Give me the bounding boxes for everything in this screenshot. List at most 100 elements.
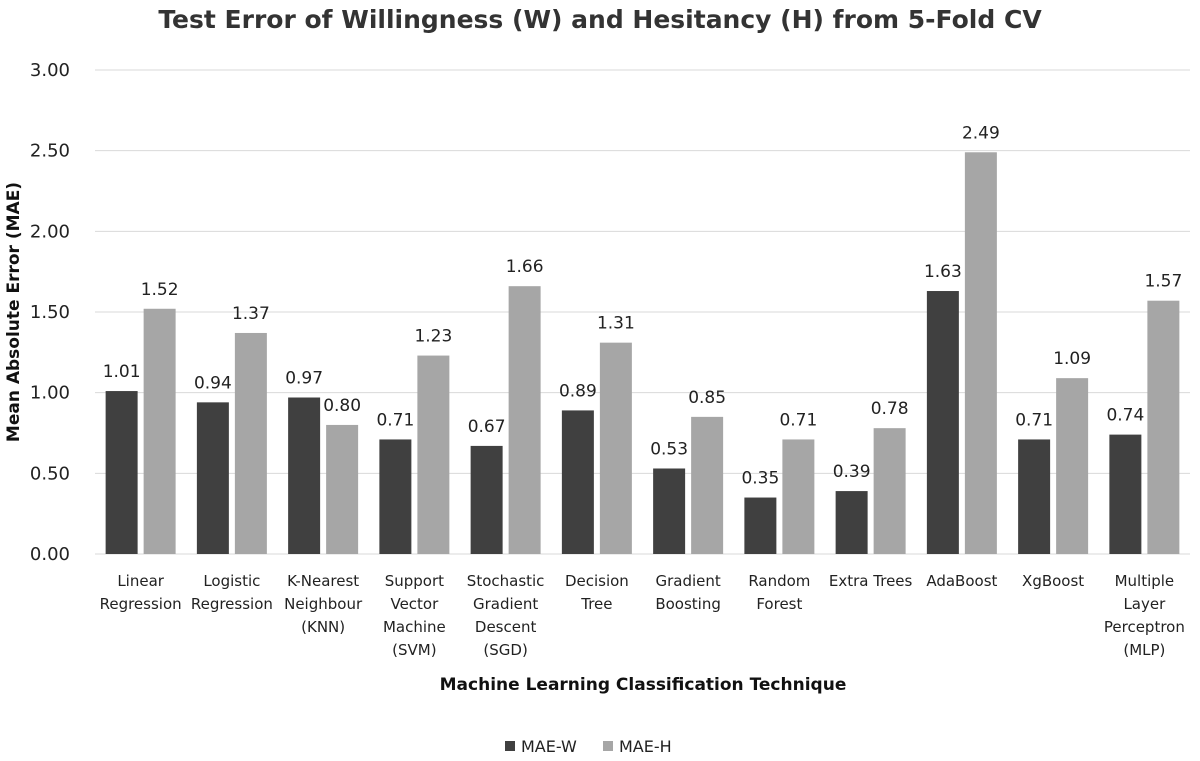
x-category-label-line: Multiple (1115, 572, 1175, 590)
x-category-label: Linear Regression (100, 572, 182, 613)
y-tick-label: 2.50 (30, 141, 70, 162)
x-category-label-line: Decision (565, 572, 629, 590)
y-tick-label: 0.50 (30, 463, 70, 484)
y-tick-label: 2.00 (30, 221, 70, 242)
x-category-label-line: (SGD) (483, 641, 527, 659)
x-category-label-line: AdaBoost (926, 572, 997, 590)
data-label-mae-h: 1.37 (232, 304, 270, 324)
x-category-label-line: Boosting (655, 595, 721, 613)
data-label-mae-w: 0.39 (833, 462, 871, 482)
x-category-label-line: K-Nearest (287, 572, 359, 590)
data-label-mae-h: 1.66 (506, 257, 544, 277)
data-label-mae-w: 0.53 (650, 439, 688, 459)
x-category-label: Logistic Regression (191, 572, 273, 613)
x-category-label-line: (KNN) (301, 618, 345, 636)
bar-mae-w (1109, 434, 1142, 554)
x-category-label-line: (SVM) (392, 641, 436, 659)
x-category-label: Gradient Boosting (655, 572, 721, 613)
x-category-label-line: Gradient (655, 572, 720, 590)
bar-mae-h (417, 355, 450, 554)
bar-mae-h (782, 439, 815, 554)
data-label-mae-w: 0.35 (741, 469, 779, 489)
y-tick-label: 0.00 (30, 544, 70, 565)
x-category-label-line: Regression (191, 595, 273, 613)
bar-mae-h (1147, 300, 1180, 554)
bar-mae-w (379, 439, 412, 554)
data-label-mae-w: 0.89 (559, 381, 597, 401)
x-category-label: Extra Trees (829, 572, 913, 590)
gridlines (95, 69, 1190, 555)
bar-mae-w (744, 497, 777, 554)
bars (105, 152, 1180, 554)
data-label-mae-h: 1.52 (141, 280, 179, 300)
bar-mae-h (1056, 378, 1089, 554)
bar-mae-h (964, 152, 997, 554)
data-label-mae-w: 0.74 (1106, 406, 1144, 426)
x-category-label-line: Stochastic (467, 572, 545, 590)
x-category-label-line: Vector (390, 595, 439, 613)
legend-swatch-mae-h (603, 741, 613, 751)
x-category-label-line: Layer (1123, 595, 1166, 613)
data-label-mae-h: 1.23 (414, 327, 452, 347)
bar-mae-h (873, 428, 906, 554)
data-label-mae-w: 0.71 (1015, 410, 1053, 430)
x-category-label: Random Forest (748, 572, 810, 613)
data-label-mae-h: 1.09 (1053, 349, 1091, 369)
data-label-mae-w: 0.97 (285, 369, 323, 389)
bar-mae-h (508, 286, 541, 554)
x-axis-title: Machine Learning Classification Techniqu… (440, 675, 847, 695)
x-category-label-line: Support (385, 572, 444, 590)
bar-mae-w (926, 291, 959, 554)
x-category-label: Decision Tree (565, 572, 629, 613)
y-axis-title: Mean Absolute Error (MAE) (4, 182, 24, 442)
x-category-label-line: Perceptron (1104, 618, 1185, 636)
bar-mae-h (599, 342, 632, 554)
bar-mae-w (653, 468, 686, 554)
x-axis-categories: Linear Regression Logistic Regression K-Near… (100, 572, 1185, 659)
bar-mae-w (835, 491, 868, 554)
x-category-label-line: Random (748, 572, 810, 590)
x-category-label-line: Gradient (473, 595, 538, 613)
x-category-label-line: Extra Trees (829, 572, 913, 590)
data-label-mae-h: 0.85 (688, 388, 726, 408)
bar-mae-w (288, 397, 321, 554)
data-label-mae-w: 0.94 (194, 373, 232, 393)
bar-mae-h (691, 416, 724, 554)
x-category-label-line: Descent (475, 618, 537, 636)
data-label-mae-h: 1.57 (1144, 272, 1182, 292)
data-labels: 1.01 1.52 0.94 1.37 0.970.80 0.71 1.23 0.67 1.66… (103, 123, 1183, 488)
x-category-label-line: Tree (580, 595, 612, 613)
x-category-label: Multiple Layer Perceptron (MLP) (1104, 572, 1185, 659)
chart-title: Test Error of Willingness (W) and Hesita… (158, 5, 1042, 34)
bar-mae-w (470, 445, 503, 554)
legend-label-mae-w: MAE-W (521, 737, 577, 756)
bar-mae-w (105, 391, 138, 554)
bar-mae-w (561, 410, 594, 554)
data-label-mae-h: 0.80 (323, 396, 361, 416)
data-label-mae-w: 0.67 (468, 417, 506, 437)
data-label-mae-w: 1.63 (924, 262, 962, 282)
data-label-mae-w: 1.01 (103, 362, 141, 382)
x-category-label: K-Nearest Neighbour (KNN) (284, 572, 363, 636)
x-category-label-line: Neighbour (284, 595, 363, 613)
x-category-label-line: Forest (756, 595, 802, 613)
y-axis-ticks: 0.00 0.50 1.00 1.50 2.00 2.50 3.00 (30, 60, 70, 565)
x-category-label-line: Regression (100, 595, 182, 613)
data-label-mae-h: 0.78 (871, 399, 909, 419)
bar-mae-h (326, 424, 359, 554)
data-label-mae-h: 2.49 (962, 123, 1000, 143)
bar-mae-w (196, 402, 229, 554)
x-category-label: Stochastic Gradient Descent (SGD) (467, 572, 545, 659)
x-category-label-line: XgBoost (1022, 572, 1084, 590)
x-category-label: XgBoost (1022, 572, 1084, 590)
x-category-label-line: Logistic (203, 572, 260, 590)
data-label-mae-h: 1.31 (597, 314, 635, 334)
x-category-label-line: Machine (383, 618, 446, 636)
x-category-label: AdaBoost (926, 572, 997, 590)
x-category-label: Support Vector Machine (SVM) (383, 572, 446, 659)
x-category-label-line: (MLP) (1123, 641, 1165, 659)
y-tick-label: 1.50 (30, 302, 70, 323)
legend-swatch-mae-w (505, 741, 515, 751)
data-label-mae-h: 0.71 (779, 410, 817, 430)
